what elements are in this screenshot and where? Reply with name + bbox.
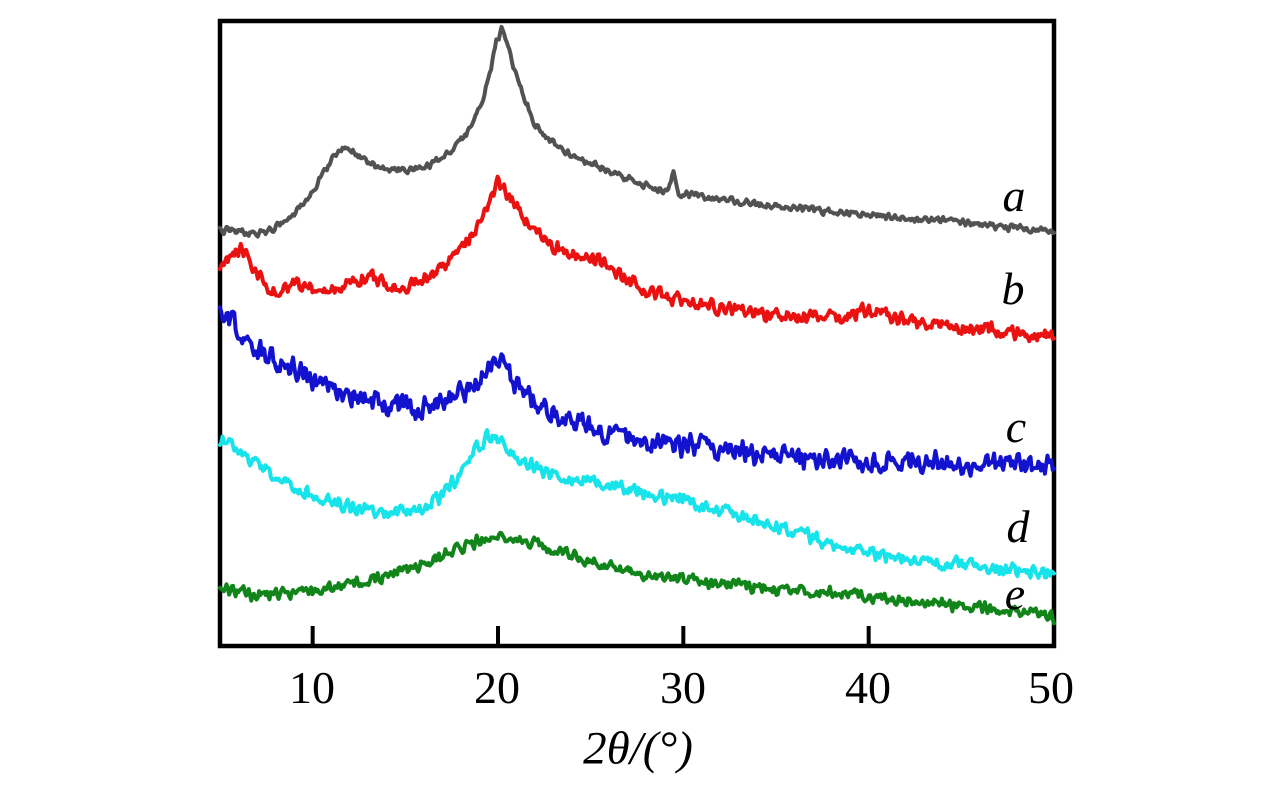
curve-label-e: e [1004,568,1026,619]
curve-label-b: b [1001,263,1025,314]
curve-e [218,530,1056,626]
x-tick-label-20: 20 [474,662,520,713]
curve-a [218,24,1056,239]
plot-frame [217,18,1057,649]
curve-label-c: c [1005,401,1027,452]
x-tick-label-40: 40 [845,662,891,713]
x-tick-label-10: 10 [289,662,335,713]
curve-b [218,174,1056,344]
x-tick-label-50: 50 [1028,662,1074,713]
curve-label-d: d [1006,501,1030,552]
curve-d [218,428,1056,580]
curve-c [218,305,1056,478]
curve-label-a: a [1002,170,1026,221]
x-axis-title: 2θ/(°) [583,722,693,775]
x-tick-label-30: 30 [660,662,706,713]
